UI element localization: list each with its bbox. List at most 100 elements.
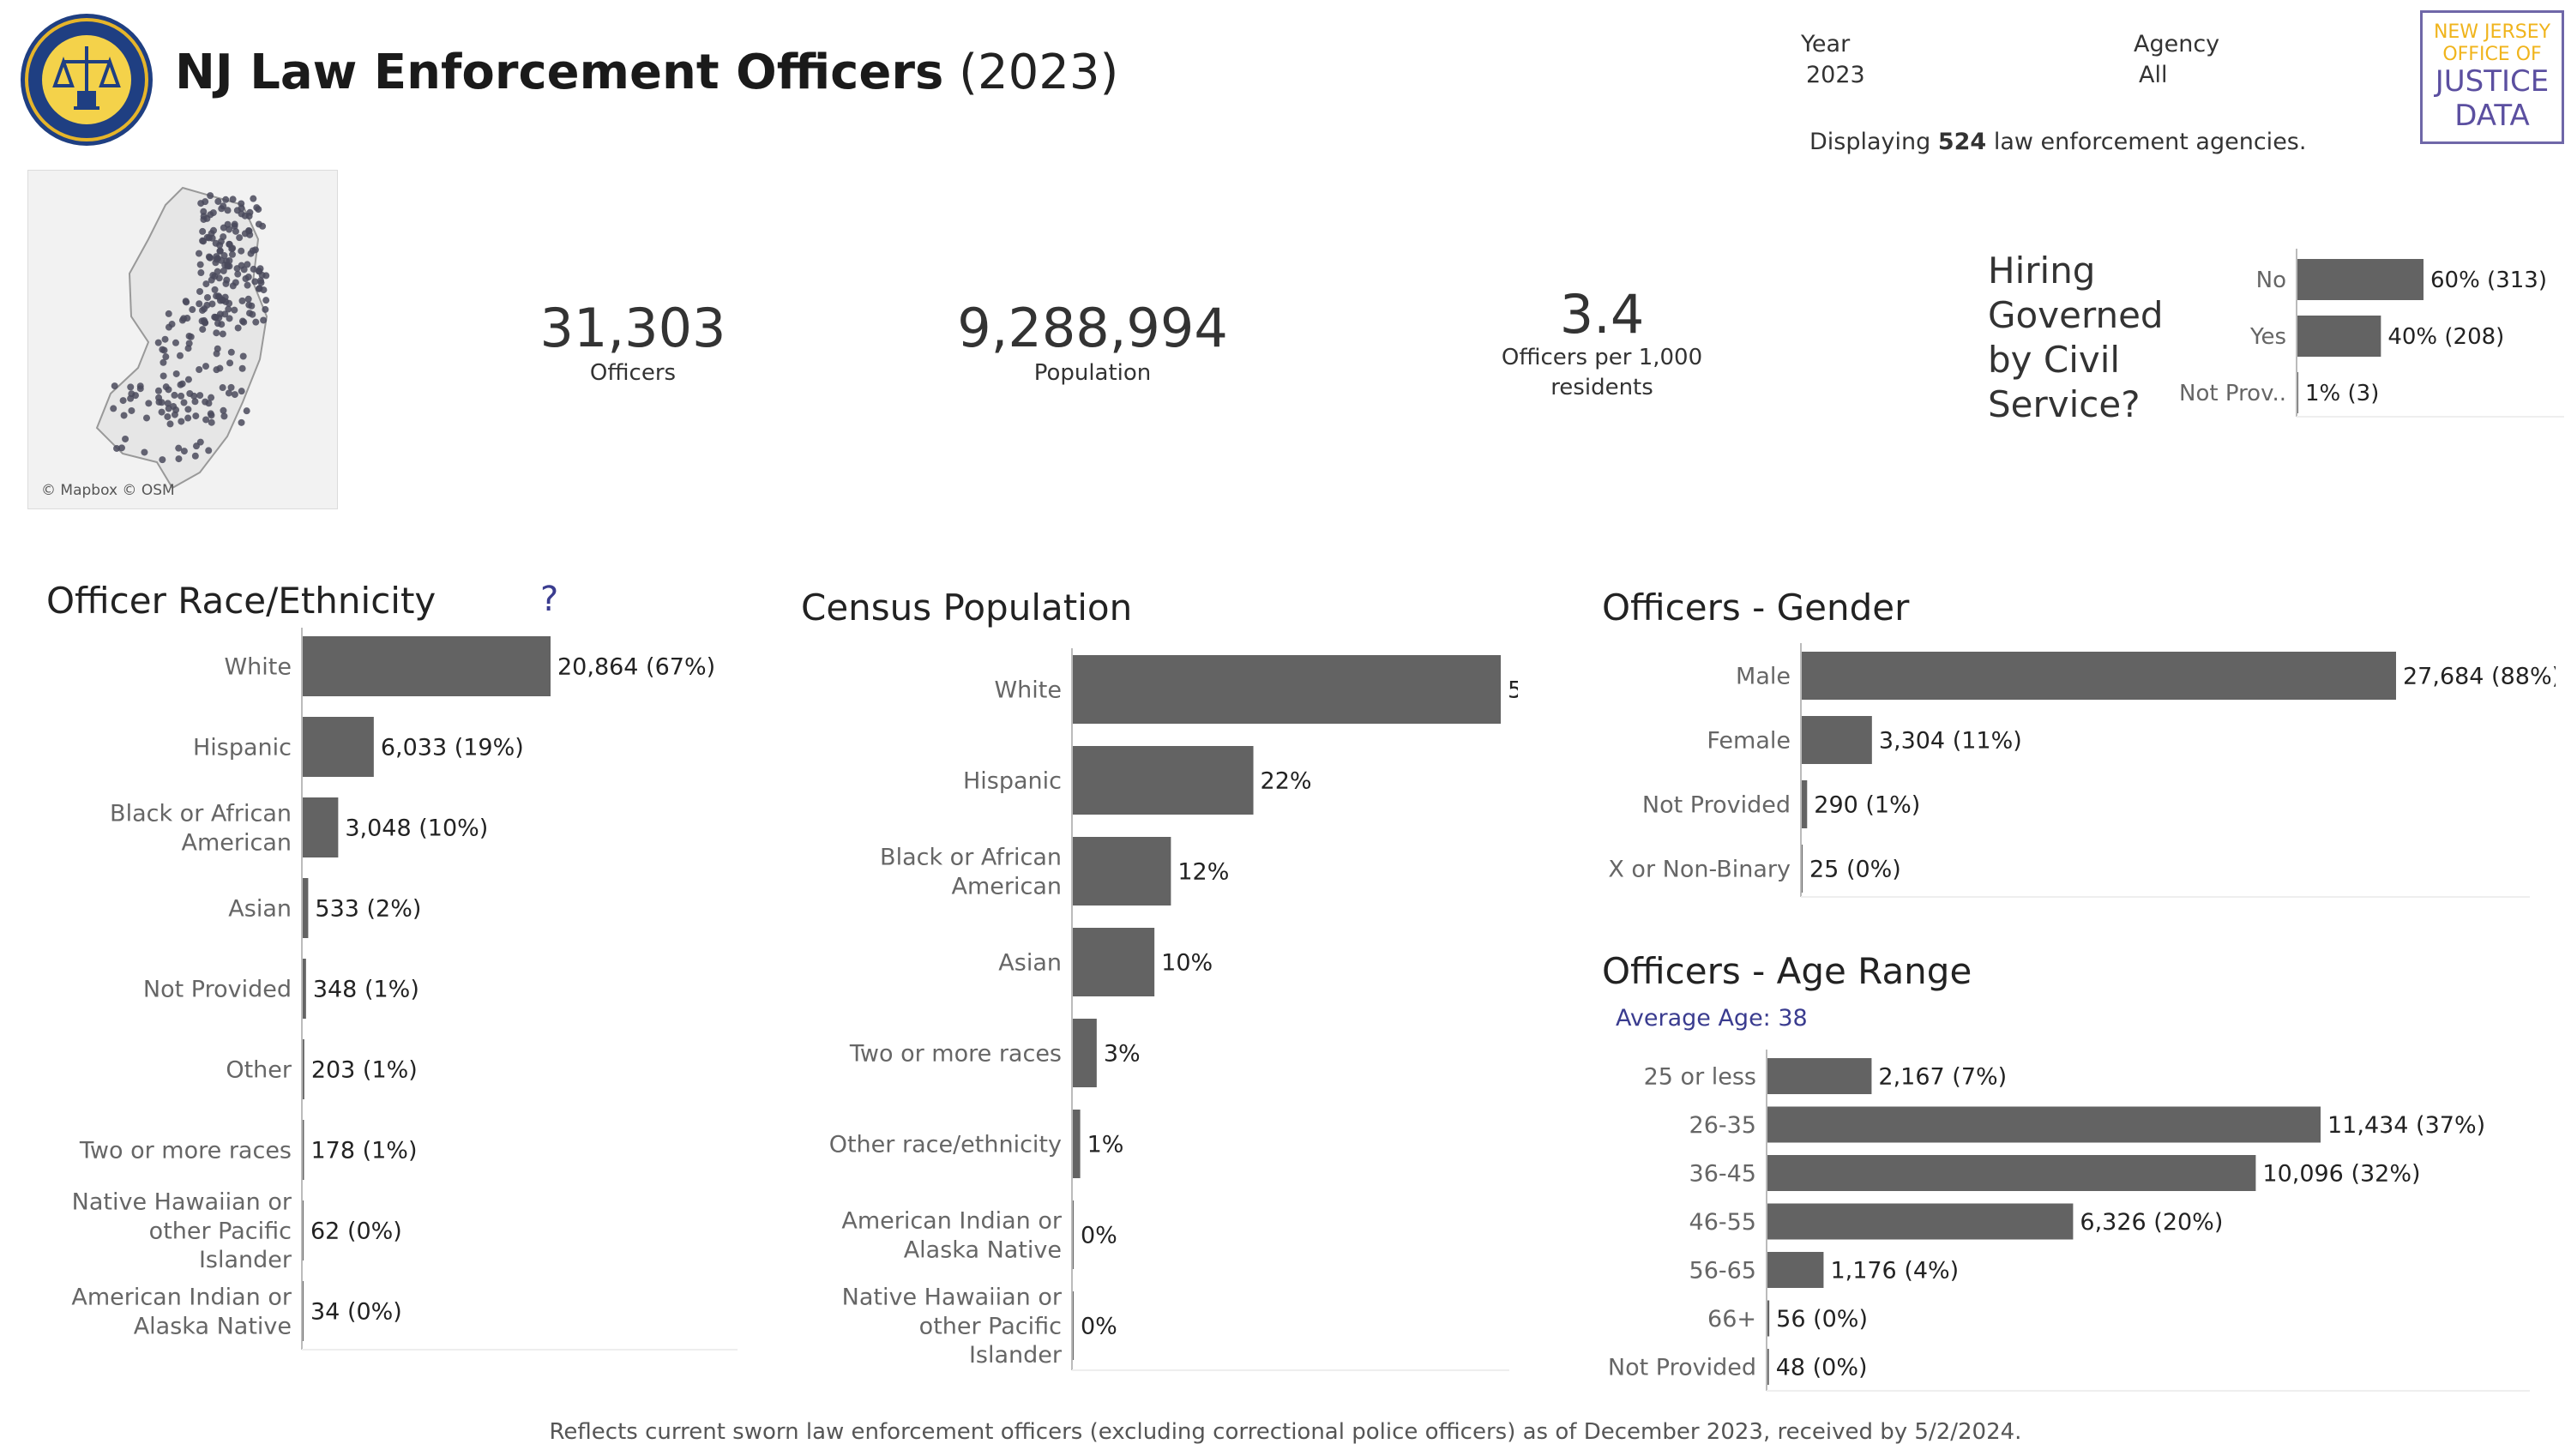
- agency-dot[interactable]: [202, 280, 210, 288]
- agency-dot[interactable]: [142, 414, 150, 422]
- agency-dot[interactable]: [207, 192, 214, 200]
- agency-dot[interactable]: [155, 394, 163, 401]
- agency-dot[interactable]: [214, 197, 222, 205]
- agency-dot[interactable]: [238, 210, 245, 218]
- agency-dot[interactable]: [159, 456, 166, 464]
- help-icon[interactable]: ?: [540, 580, 559, 619]
- agency-dot[interactable]: [231, 220, 238, 228]
- agency-dot[interactable]: [216, 364, 224, 372]
- agency-dot[interactable]: [214, 320, 222, 328]
- agency-dot[interactable]: [218, 205, 226, 213]
- agency-dot[interactable]: [234, 324, 242, 332]
- agency-dot[interactable]: [222, 196, 230, 203]
- agency-dot[interactable]: [215, 314, 223, 322]
- agency-dot[interactable]: [192, 412, 200, 420]
- agency-dot[interactable]: [225, 389, 232, 397]
- agency-dot[interactable]: [196, 261, 204, 268]
- agency-dot[interactable]: [166, 420, 174, 428]
- agency-filter-value[interactable]: All: [2139, 62, 2168, 88]
- agency-dot[interactable]: [164, 412, 172, 420]
- office-of-justice-data-logo[interactable]: NEW JERSEY OFFICE OF JUSTICE DATA: [2420, 10, 2564, 144]
- census-bar[interactable]: [1072, 837, 1171, 905]
- agency-dot[interactable]: [244, 295, 252, 303]
- agency-dot[interactable]: [199, 227, 207, 235]
- agency-dot[interactable]: [197, 200, 205, 208]
- agency-dot[interactable]: [208, 394, 215, 401]
- census-bar[interactable]: [1072, 1110, 1081, 1178]
- agency-dot[interactable]: [244, 274, 252, 281]
- agency-dot[interactable]: [172, 370, 180, 377]
- agency-dot[interactable]: [250, 195, 257, 202]
- age-bar[interactable]: [1767, 1155, 2256, 1191]
- agency-dot[interactable]: [191, 398, 199, 406]
- agency-dot[interactable]: [208, 412, 215, 419]
- agency-dot[interactable]: [209, 272, 217, 280]
- agency-dot[interactable]: [192, 442, 200, 450]
- agency-dot[interactable]: [245, 301, 253, 309]
- agency-dot[interactable]: [260, 286, 268, 294]
- agency-dot[interactable]: [232, 227, 239, 235]
- agency-dot[interactable]: [154, 339, 162, 346]
- agency-dot[interactable]: [238, 200, 245, 208]
- agency-dot[interactable]: [154, 387, 162, 394]
- agency-dot[interactable]: [227, 383, 235, 391]
- agency-dot[interactable]: [219, 330, 226, 338]
- agency-dot[interactable]: [208, 300, 216, 308]
- agency-dot[interactable]: [201, 319, 208, 327]
- agency-dot[interactable]: [127, 383, 135, 391]
- agency-dot[interactable]: [170, 402, 178, 410]
- race-bar[interactable]: [302, 636, 551, 696]
- age-bar[interactable]: [1767, 1300, 1770, 1337]
- agency-dot[interactable]: [262, 297, 270, 304]
- agency-dot[interactable]: [262, 272, 270, 280]
- agency-dot[interactable]: [161, 335, 169, 343]
- agency-dot[interactable]: [252, 318, 260, 326]
- agency-dot[interactable]: [226, 315, 233, 322]
- agency-dot[interactable]: [197, 269, 205, 277]
- agency-dot[interactable]: [113, 444, 121, 452]
- agency-dot[interactable]: [243, 407, 250, 415]
- agency-dot[interactable]: [210, 226, 218, 234]
- agency-dot[interactable]: [238, 418, 245, 426]
- census-bar[interactable]: [1072, 655, 1501, 724]
- agency-dot[interactable]: [231, 391, 238, 399]
- agency-dot[interactable]: [219, 297, 226, 304]
- agency-dot[interactable]: [175, 455, 183, 463]
- gender-bar[interactable]: [1801, 716, 1872, 764]
- agency-dot[interactable]: [220, 224, 227, 232]
- agency-dot[interactable]: [234, 270, 242, 278]
- agency-dot[interactable]: [159, 346, 166, 353]
- agency-dot[interactable]: [202, 416, 210, 424]
- agency-dot[interactable]: [172, 339, 179, 346]
- agency-dot[interactable]: [160, 358, 167, 366]
- agency-dot[interactable]: [119, 397, 127, 405]
- agency-dot[interactable]: [244, 261, 251, 268]
- agency-dot[interactable]: [171, 391, 178, 399]
- agency-dot[interactable]: [250, 265, 257, 273]
- agency-dot[interactable]: [249, 310, 256, 318]
- race-bar[interactable]: [302, 878, 309, 938]
- agency-dot[interactable]: [183, 298, 190, 306]
- agency-dot[interactable]: [196, 287, 204, 295]
- agency-dot[interactable]: [203, 214, 211, 222]
- age-bar[interactable]: [1767, 1252, 1824, 1288]
- agency-dot[interactable]: [214, 255, 222, 262]
- agency-dot[interactable]: [208, 418, 215, 426]
- agency-dot[interactable]: [186, 389, 194, 397]
- race-bar[interactable]: [302, 959, 306, 1019]
- agency-dot[interactable]: [227, 348, 235, 356]
- year-filter-value[interactable]: 2023: [1806, 62, 1865, 88]
- agency-dot[interactable]: [251, 278, 259, 286]
- agency-dot[interactable]: [257, 279, 265, 286]
- agency-dot[interactable]: [205, 253, 213, 261]
- agency-dot[interactable]: [238, 388, 245, 395]
- agency-dot[interactable]: [189, 306, 196, 314]
- agency-dot[interactable]: [245, 227, 253, 235]
- agency-dot[interactable]: [238, 297, 246, 304]
- agency-dot[interactable]: [180, 315, 188, 322]
- agency-dot[interactable]: [122, 435, 129, 442]
- agency-dot[interactable]: [226, 359, 234, 367]
- agency-dot[interactable]: [165, 386, 172, 394]
- gender-bar[interactable]: [1801, 652, 2396, 700]
- agency-dot[interactable]: [196, 300, 203, 308]
